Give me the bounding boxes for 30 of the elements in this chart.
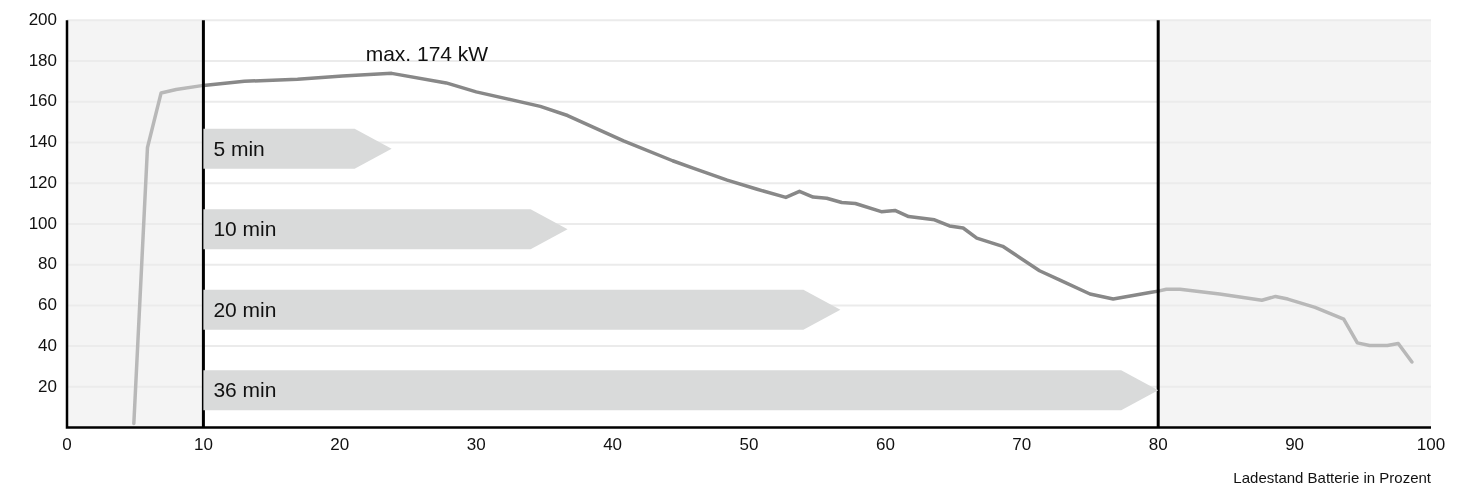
y-tick-label: 140 [28,132,57,152]
y-tick-label: 160 [28,91,57,111]
y-tick-label: 60 [38,295,57,315]
y-tick-label: 36 min [213,378,277,402]
bar [203,370,1159,411]
y-tick-label: 120 [28,172,57,192]
bar [203,289,841,330]
x-tick-label: 30 [466,435,486,455]
y-tick-label: 180 [28,50,57,70]
y-tick-label: 10 min [213,217,277,241]
y-tick-label: 80 [38,254,57,274]
x-tick-label: 80 [1148,435,1168,455]
x-tick-label: 10 [193,435,213,455]
x-tick-label: 50 [739,435,759,455]
bar [203,209,568,250]
x-tick-label: 70 [1012,435,1032,455]
x-axis-title: Ladestand Batterie in Prozent [1233,469,1432,487]
y-tick-label: 200 [28,9,57,29]
x-tick-label: 20 [330,435,350,455]
annotation: max. 174 kW [365,41,489,65]
x-tick-label: 0 [62,435,72,455]
x-tick-label: 60 [875,435,895,455]
y-tick-label: 20 [38,376,57,396]
y-tick-label: 40 [38,335,57,355]
x-tick-label: 100 [1416,435,1446,455]
x-tick-label: 40 [603,435,623,455]
y-tick-label: 100 [28,213,57,233]
x-tick-label: 90 [1285,435,1305,455]
y-tick-label: 5 min [213,136,265,160]
y-tick-label: 20 min [213,297,277,321]
